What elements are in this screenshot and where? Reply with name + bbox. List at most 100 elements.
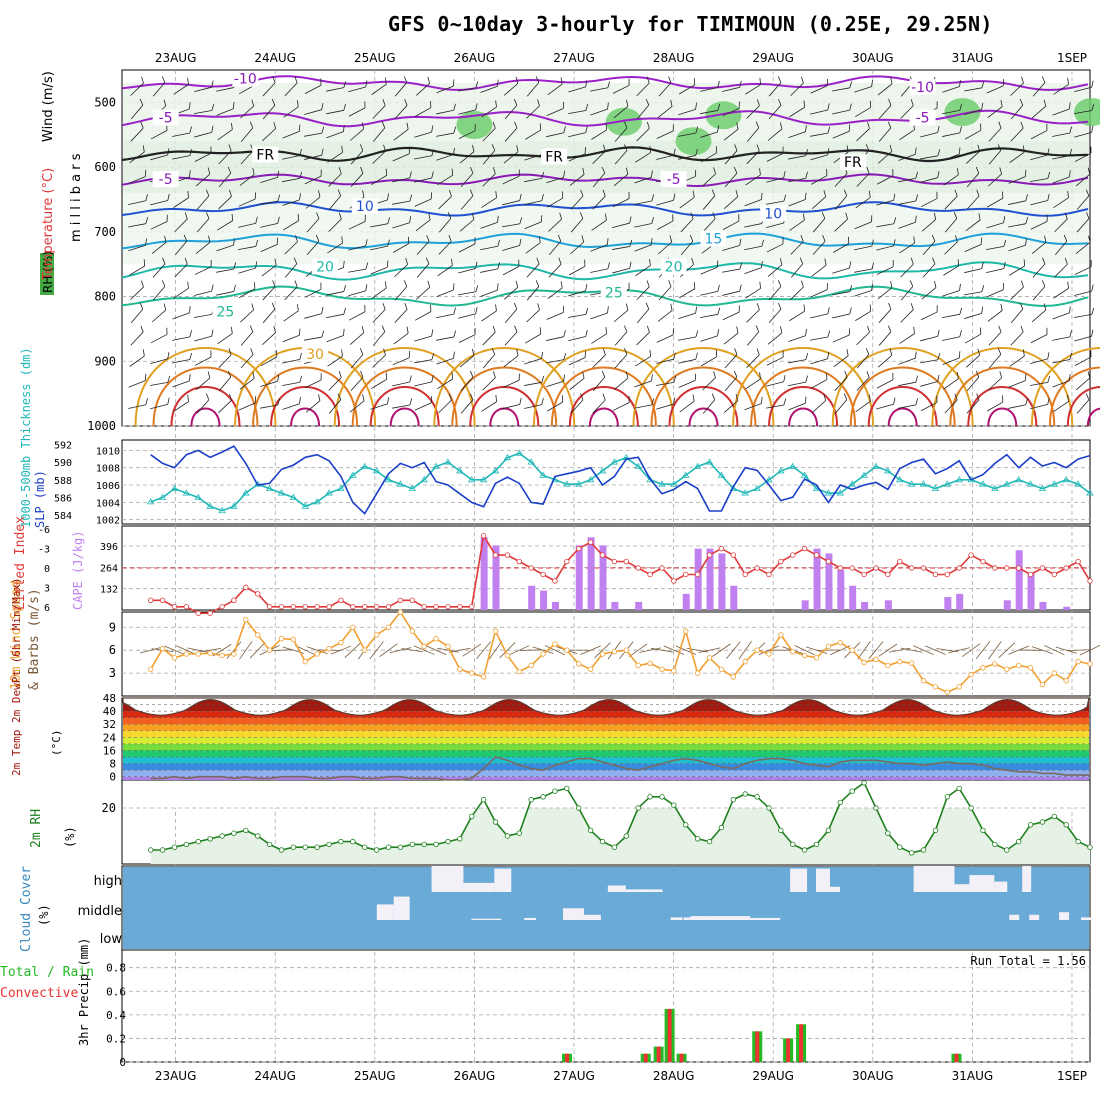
lifted-index-point bbox=[1051, 571, 1058, 578]
wind-speed-point bbox=[813, 655, 820, 661]
slp-tick: 1006 bbox=[96, 481, 120, 492]
wind-barb-flag bbox=[320, 78, 322, 86]
thickness-point bbox=[1062, 476, 1070, 483]
wind-barb-flag bbox=[1067, 77, 1069, 85]
wind-barb-flag bbox=[582, 167, 585, 175]
wind-barb bbox=[1030, 327, 1048, 344]
wind-barb-staff bbox=[966, 172, 980, 188]
wind-barb-flag bbox=[315, 234, 320, 242]
wind-barb bbox=[151, 303, 167, 323]
wind-barb bbox=[988, 325, 1002, 346]
wind-barb-flag bbox=[959, 79, 961, 87]
wind-barb bbox=[218, 144, 232, 165]
wind-barb-flag bbox=[651, 194, 655, 202]
wind-barb-flag bbox=[360, 166, 364, 174]
temp-band bbox=[123, 717, 1089, 725]
wind-barb-flag bbox=[139, 302, 144, 310]
wind-barb-staff bbox=[810, 358, 828, 365]
wind-barb-staff bbox=[656, 334, 674, 343]
wind-barb-staff bbox=[635, 152, 651, 163]
wind-barb-staff bbox=[678, 108, 696, 116]
wind-barb-flag bbox=[849, 81, 853, 88]
wind-barb-staff bbox=[436, 289, 454, 297]
surface-wind-barb-staff bbox=[857, 640, 871, 660]
wind-barb-flag bbox=[782, 350, 784, 358]
wind-barb-staff bbox=[1052, 336, 1070, 341]
wind-barb-flag bbox=[826, 372, 828, 380]
cloud-unit-label: (%) bbox=[37, 904, 51, 926]
wind-barb-flag bbox=[471, 348, 475, 356]
wind-barb bbox=[922, 234, 936, 256]
wind-barb bbox=[372, 348, 386, 368]
wind-barb bbox=[348, 101, 366, 117]
lifted-index-point bbox=[576, 545, 582, 552]
temp-band bbox=[123, 763, 1089, 771]
wind-barb bbox=[745, 372, 761, 390]
surface-wind-barb-staff bbox=[270, 649, 293, 652]
wind-barb-flag bbox=[1067, 281, 1069, 289]
lifted-index-point bbox=[421, 604, 427, 610]
wind-barb-staff bbox=[129, 151, 145, 163]
contour-label-bg bbox=[660, 258, 687, 275]
wind-barb-staff bbox=[482, 173, 496, 187]
isotherm-dome bbox=[252, 366, 359, 427]
precip-tick: 0.6 bbox=[106, 985, 126, 998]
wind-speed-point bbox=[480, 674, 487, 680]
wind-barb bbox=[657, 303, 673, 322]
wind-barb-flag bbox=[189, 352, 192, 360]
lifted-index-point bbox=[897, 558, 903, 565]
wind-barb-staff bbox=[965, 219, 981, 232]
wind-barb bbox=[152, 76, 166, 97]
wind-barb-flag bbox=[1047, 375, 1051, 383]
wind-barb bbox=[282, 148, 302, 160]
wind-barb bbox=[878, 325, 892, 346]
contour-label-bg bbox=[839, 154, 866, 171]
surface-wind-barb bbox=[738, 640, 752, 660]
wind-barb-staff bbox=[966, 399, 980, 414]
wind-barb-flag bbox=[1047, 352, 1050, 359]
wind-barb-flag bbox=[733, 370, 738, 378]
isotherm-dome bbox=[152, 366, 259, 427]
wind-barb-flag bbox=[189, 330, 192, 337]
wind-barb-flag bbox=[893, 193, 896, 201]
wind-barb-staff bbox=[546, 359, 564, 364]
wind-barb-staff bbox=[701, 356, 717, 367]
wind-barb-staff bbox=[504, 104, 518, 120]
wind-barb-staff bbox=[150, 358, 168, 365]
wind-barb bbox=[482, 325, 496, 346]
thickness-point bbox=[741, 489, 749, 496]
wind-barb bbox=[856, 167, 870, 187]
wind-barb-staff bbox=[878, 308, 892, 323]
wind-barb-staff bbox=[372, 309, 386, 323]
wind-barb-staff bbox=[392, 357, 410, 366]
wind-barb-staff bbox=[370, 403, 388, 410]
wind-barb-staff bbox=[240, 331, 254, 346]
rh-point bbox=[421, 841, 427, 848]
wind-barb-flag bbox=[694, 373, 697, 381]
wind-barb bbox=[679, 282, 696, 299]
thickness-point bbox=[384, 476, 393, 483]
wind-barb bbox=[920, 125, 940, 138]
wind-barb bbox=[524, 351, 544, 365]
lifted-index-point bbox=[861, 571, 867, 578]
wind-barb-flag bbox=[736, 122, 739, 130]
surface-wind-barb bbox=[499, 642, 516, 659]
wind-barb-staff bbox=[877, 287, 893, 300]
wind-barb bbox=[482, 144, 496, 165]
wind-barb-staff bbox=[634, 244, 652, 252]
lifted-index-point bbox=[564, 558, 570, 565]
wind-barb bbox=[878, 302, 892, 323]
wind-barb-staff bbox=[546, 380, 564, 388]
precip-conv-label: Convective bbox=[0, 986, 78, 1001]
isotherm-dome bbox=[568, 386, 639, 427]
wind-barb bbox=[964, 102, 984, 116]
thickness-point bbox=[634, 462, 642, 469]
wind-barb-staff bbox=[612, 198, 630, 208]
wind-barb-staff bbox=[174, 240, 188, 256]
wind-barb-staff bbox=[218, 400, 232, 414]
wind-barb-flag bbox=[474, 124, 476, 131]
wind-barb-staff bbox=[1052, 359, 1070, 364]
thickness-point bbox=[789, 462, 797, 469]
wind-barb-flag bbox=[624, 325, 628, 332]
wind-barb-flag bbox=[628, 191, 630, 199]
